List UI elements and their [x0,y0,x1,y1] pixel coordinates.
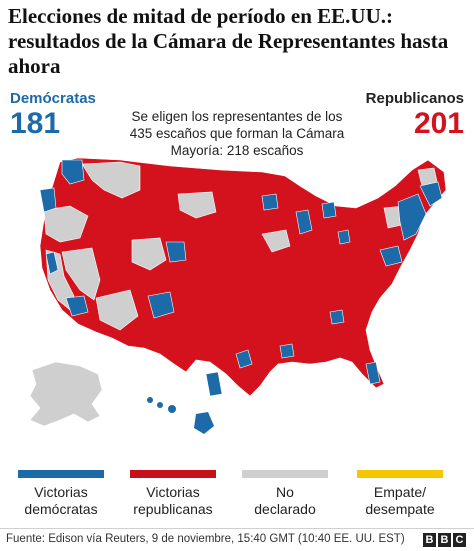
seats-note: Se eligen los representantes de los 435 … [100,108,374,159]
contiguous-us-shape [39,157,447,397]
legend-rep-line-1: Victorias [146,484,200,500]
legend-swatch-tie [357,470,443,478]
dem-new-mexico [147,291,175,319]
hawaii-big-island [194,412,214,434]
dem-florida [365,361,381,385]
dem-minnesota [261,193,279,211]
logo-letter-2: B [438,533,451,547]
undeclared-mountain-west [177,191,217,219]
legend-rep-wins: Victorias republicanas [123,470,223,518]
logo-letter-1: B [423,533,436,547]
logo-letter-3: C [453,533,466,547]
undeclared-oregon [43,205,89,243]
dem-michigan [321,201,337,219]
hawaii-island-1 [147,397,153,403]
dem-colorado [165,241,187,263]
legend-undeclared: No declarado [235,470,335,518]
undeclared-arizona [95,289,139,331]
bbc-logo: B B C [423,533,466,547]
legend-tie-line-2: desempate [365,501,435,517]
source-note: Fuente: Edison vía Reuters, 9 de noviemb… [6,533,405,545]
undeclared-colorado [131,237,167,271]
undeclared-midwest [261,229,291,253]
note-line-2: 435 escaños que forman la Cámara [129,126,345,141]
dem-los-angeles [65,295,89,317]
undeclared-nevada [61,247,101,301]
legend-dem-wins: Victorias demócratas [11,470,111,518]
map-legend: Victorias demócratas Victorias republica… [0,470,474,522]
dem-northeast-corridor [397,193,427,241]
note-line-1: Se eligen los representantes de los [131,109,343,124]
undeclared-northwest [81,161,141,199]
hawaii-island-3 [168,405,176,413]
undeclared-districts [43,161,439,331]
us-district-map [29,157,447,434]
dem-oregon-coast [39,187,57,213]
footer-divider [0,528,474,529]
dem-virginia [379,245,403,267]
dem-new-england [419,181,443,207]
legend-undeclared-line-2: declarado [254,501,316,517]
democrats-label: Demócratas [10,90,96,107]
dem-south-texas [205,371,223,397]
alaska-shape [29,361,103,427]
dem-bay-area [45,251,59,275]
page-title: Elecciones de mitad de período en EE.UU.… [8,4,449,78]
dem-houston [235,349,253,369]
legend-dem-line-2: demócratas [24,501,98,517]
legend-tie: Empate/ desempate [350,470,450,518]
legend-undeclared-line-1: No [276,484,294,500]
legend-swatch-rep [130,470,216,478]
democrats-seat-count: 181 [10,107,61,140]
hawaii-island-2 [157,402,163,408]
hawaii-islands [147,397,214,434]
dem-new-orleans [279,343,295,359]
legend-swatch-dem [18,470,104,478]
note-line-3: Mayoría: 218 escaños [170,143,304,158]
legend-tie-line-1: Empate/ [373,484,427,500]
dem-georgia [329,309,345,325]
republicans-seat-count: 201 [413,107,464,140]
legend-rep-line-2: republicanas [133,501,213,517]
legend-swatch-undeclared [242,470,328,478]
dem-ohio [337,229,351,245]
dem-washington [61,159,85,185]
democratic-districts [39,159,443,397]
dem-chicago [295,209,313,235]
legend-dem-line-1: Victorias [34,484,88,500]
republicans-label: Republicanos [365,90,464,107]
